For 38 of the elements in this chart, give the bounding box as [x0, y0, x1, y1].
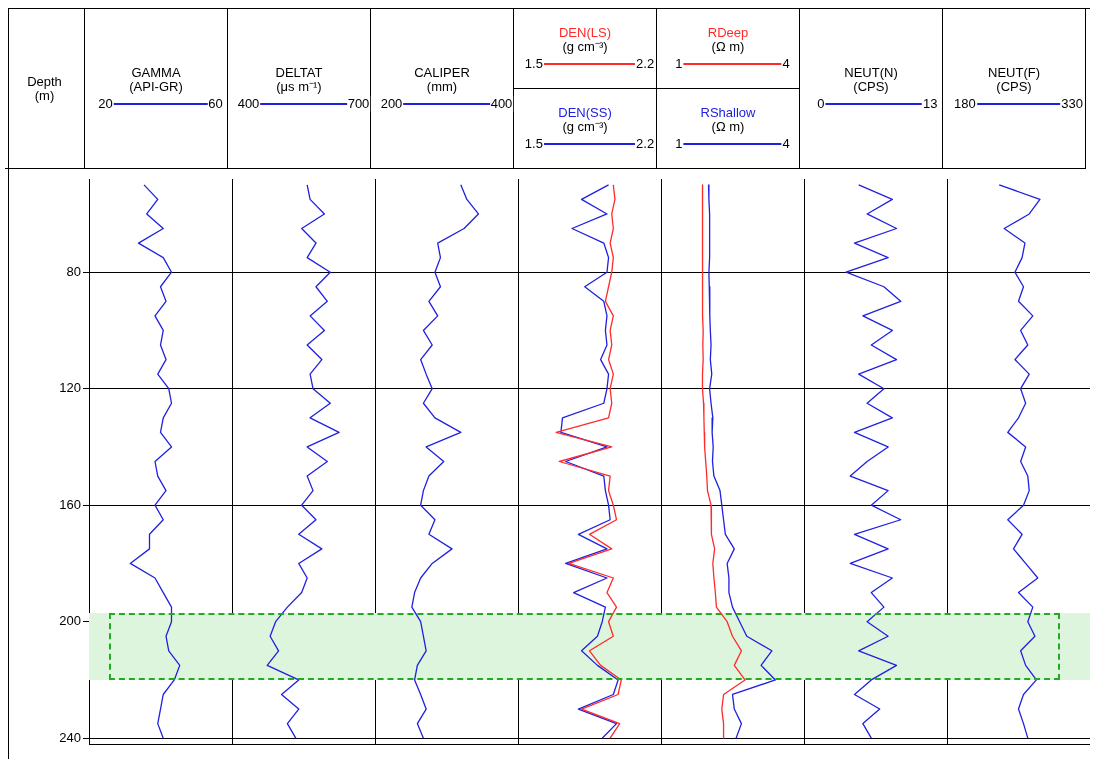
- x-axis-title: (Ω m): [711, 38, 745, 54]
- x-axis-title: (mm): [426, 78, 458, 94]
- x2-tick-label: 2.2: [635, 55, 656, 72]
- chart-title: GAMMA: [131, 64, 181, 80]
- y-tick-label: 200: [59, 613, 81, 629]
- x-tick-label: 2.2: [635, 135, 656, 152]
- x-tick-label: 400: [489, 95, 514, 112]
- chart-title: CALIPER: [414, 64, 470, 80]
- x-tick-label: 20: [97, 95, 114, 112]
- y-tick-label: 80: [66, 263, 81, 279]
- x-tick-label: 700: [346, 95, 371, 112]
- x-tick-label: 60: [207, 95, 224, 112]
- chart-title: NEUT(N): [844, 64, 898, 80]
- y-tick-label: 160: [59, 496, 81, 512]
- x2-tick-label: 1: [674, 55, 684, 72]
- text: RDeep: [707, 24, 749, 40]
- x-tick-label: 400: [236, 95, 261, 112]
- x-tick-label: 13: [921, 95, 939, 112]
- x-tick-label: 1.5: [523, 135, 544, 152]
- x-tick-label: 1: [674, 135, 684, 152]
- text: RShallow: [700, 104, 756, 120]
- x2-tick-label: 1.5: [523, 55, 544, 72]
- x-tick-label: 0: [816, 95, 826, 112]
- chart-title: DELTAT: [275, 64, 323, 80]
- x2-axis-title: (Ω m): [711, 118, 745, 134]
- y-tick-label: 120: [59, 380, 81, 396]
- x2-tick-label: 4: [781, 55, 791, 72]
- y-tick-label: 240: [59, 729, 81, 745]
- x-tick-label: 200: [379, 95, 404, 112]
- x-tick-label: 4: [781, 135, 791, 152]
- text: DEN(LS): [558, 24, 611, 40]
- x-axis-title: (API-GR): [129, 78, 183, 94]
- y-axis-title: Depth (m): [26, 73, 63, 103]
- x-axis-title: (μs m⁻¹): [276, 78, 322, 94]
- text: DEN(SS): [558, 104, 612, 120]
- chart-title: NEUT(F): [988, 64, 1040, 80]
- x-tick-label: 180: [953, 95, 977, 112]
- x-tick-label: 330: [1060, 95, 1084, 112]
